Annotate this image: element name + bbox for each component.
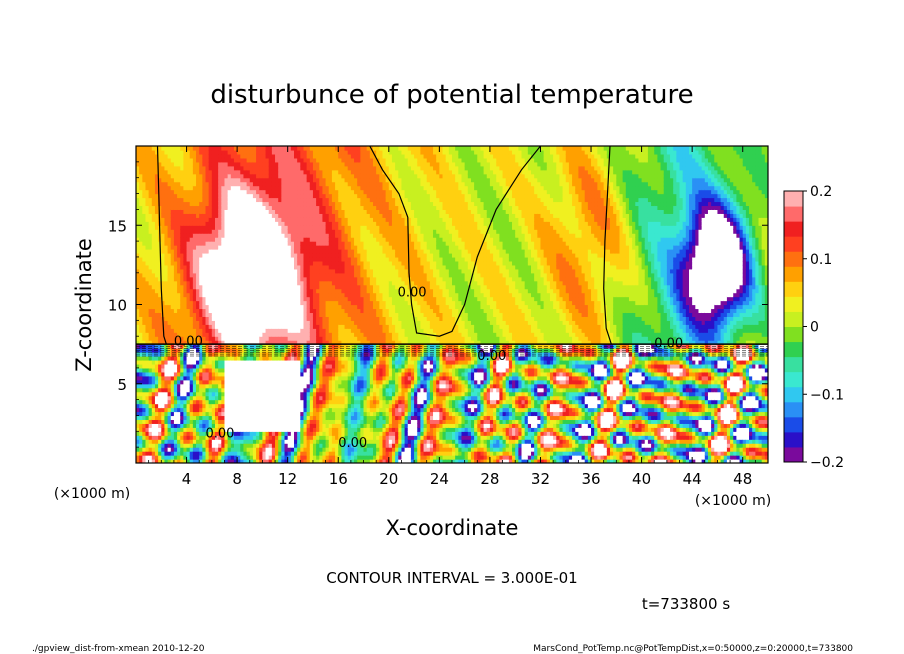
contour-label: 0.00 — [477, 349, 506, 364]
colorbar-swatch — [784, 356, 803, 373]
contour-label: 0.00 — [338, 436, 367, 451]
colorbar-swatch — [784, 191, 803, 207]
footer-right: MarsCond_PotTemp.nc@PotTempDist,x=0:5000… — [533, 644, 853, 654]
colorbar-swatch — [784, 281, 803, 297]
colorbar-swatch — [784, 401, 803, 418]
x-tick-label: 32 — [531, 470, 550, 488]
colorbar: 0.2 0.1 0 −0.1 −0.2 — [783, 184, 844, 471]
colorbar-tick-label: 0.2 — [810, 184, 832, 200]
y-axis: 5 10 15 — [108, 161, 768, 448]
colorbar-swatch — [784, 311, 803, 327]
contour-label: 0.00 — [174, 335, 203, 350]
colorbar-tick-label: 0.1 — [810, 252, 832, 268]
colorbar-swatch — [784, 371, 803, 388]
x-tick-label: 12 — [278, 470, 297, 488]
colorbar-swatch — [784, 416, 803, 433]
chart-title: disturbunce of potential temperature — [210, 80, 693, 110]
x-axis: 4 8 12 16 20 24 28 32 36 40 44 48 — [148, 146, 756, 488]
x-tick-label: 20 — [379, 470, 398, 488]
zero-contour-center — [369, 146, 541, 337]
time-text: t=733800 s — [642, 595, 730, 613]
y-axis-label: Z-coordinate — [72, 238, 96, 372]
x-tick-label: 44 — [683, 470, 702, 488]
colorbar-swatch — [784, 341, 803, 358]
x-tick-label: 28 — [480, 470, 499, 488]
x-tick-label: 16 — [329, 470, 348, 488]
colorbar-tick-label: −0.1 — [810, 387, 844, 403]
zero-contour-left — [156, 146, 167, 345]
colorbar-tick-label: −0.2 — [810, 455, 844, 471]
colorbar-swatch — [784, 446, 803, 463]
contour-label: 0.00 — [206, 427, 235, 442]
x-tick-label: 8 — [232, 470, 242, 488]
x-axis-label: X-coordinate — [386, 516, 519, 540]
colorbar-swatch — [784, 206, 803, 222]
colorbar-swatch — [784, 386, 803, 403]
x-tick-label: 4 — [182, 470, 192, 488]
colorbar-swatch — [784, 266, 803, 282]
heatmap-field: 0.00 0.00 0.00 0.00 0.00 0.00 — [136, 146, 768, 463]
x-tick-label: 40 — [632, 470, 651, 488]
colorbar-tick-label: 0 — [810, 320, 819, 336]
colorbar-swatch — [784, 251, 803, 267]
x-unit-label-right: (×1000 m) — [695, 493, 771, 509]
zero-contour-right — [603, 146, 612, 345]
x-tick-label: 36 — [581, 470, 600, 488]
contour-interval-text: CONTOUR INTERVAL = 3.000E-01 — [326, 569, 577, 587]
contour-label: 0.00 — [654, 336, 683, 351]
colorbar-swatch — [784, 326, 803, 343]
colorbar-swatch — [784, 221, 803, 237]
colorbar-swatch — [784, 236, 803, 252]
y-tick-label: 10 — [108, 297, 127, 315]
contour-label: 0.00 — [398, 286, 427, 301]
y-tick-label: 15 — [108, 217, 127, 235]
colorbar-swatch — [784, 296, 803, 312]
x-unit-label-left: (×1000 m) — [54, 486, 130, 502]
colorbar-swatch — [784, 431, 803, 448]
x-tick-label: 24 — [430, 470, 449, 488]
y-tick-label: 5 — [117, 376, 127, 394]
footer-left: ./gpview_dist-from-xmean 2010-12-20 — [32, 644, 205, 654]
x-tick-label: 48 — [733, 470, 752, 488]
